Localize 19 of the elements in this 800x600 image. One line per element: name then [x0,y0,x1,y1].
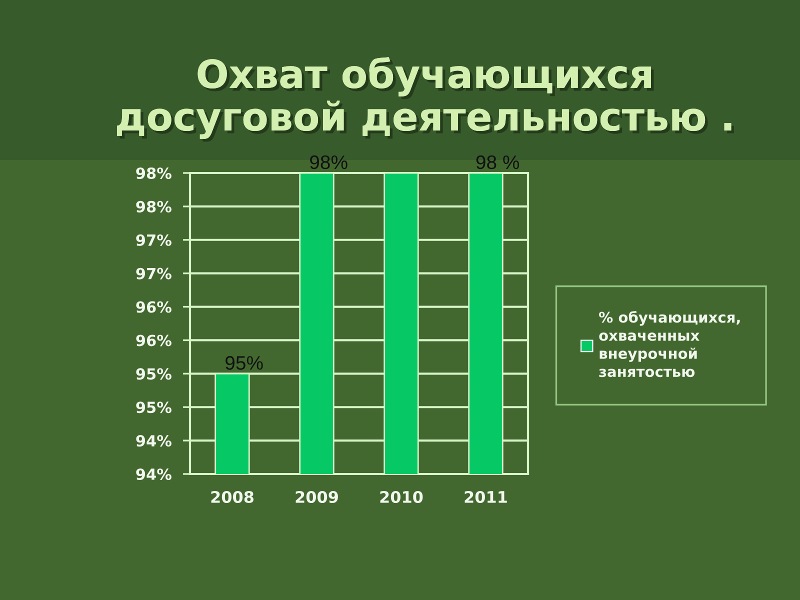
x-tick-label: 2008 [211,490,254,504]
y-tick-label: 96% [136,334,172,346]
y-tick-label: 96% [136,301,172,313]
x-tick-label: 2010 [380,490,423,504]
y-tick-label: 95% [136,368,172,380]
x-tick-label: 2011 [464,490,507,504]
y-tick-label: 98% [136,167,172,180]
data-label: 95% [226,356,263,370]
y-tick-label: 98% [136,200,172,212]
chart-title: Охват обучающихся досуговой деятельностью . [117,57,734,142]
y-tick-label: 94% [136,468,172,480]
y-tick-label: 95% [136,402,172,414]
y-tick-label: 97% [136,234,172,246]
legend-label: % обучающихся, охваченных внеурочной занятостью [599,311,740,378]
data-label: 98 % [476,155,520,170]
x-tick-label: 2009 [296,490,338,504]
data-label: 98% [310,155,348,170]
y-tick-label: 97% [136,268,172,280]
y-tick-label: 94% [136,435,172,447]
